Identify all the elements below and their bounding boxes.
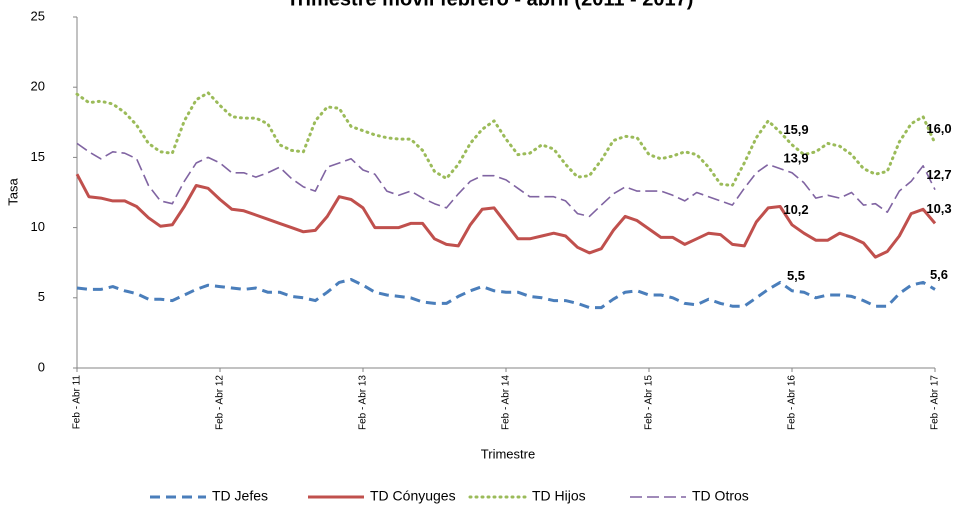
data-label: 12,7 (926, 167, 951, 182)
legend-label: TD Hijos (532, 488, 586, 504)
legend-label: TD Jefes (212, 488, 268, 504)
series-line (76, 142, 936, 218)
data-label: 13,9 (783, 150, 808, 165)
x-axis-title: Trimestre (481, 446, 535, 461)
chart-title: Trimestre móvil febrero - abril (2011 - … (287, 0, 694, 10)
y-tick-label: 20 (31, 79, 45, 94)
x-tick-label: Feb - Abr 12 (215, 375, 226, 430)
y-tick-label: 10 (31, 219, 45, 234)
data-label: 16,0 (926, 121, 951, 136)
y-axis-title: Tasa (5, 178, 20, 206)
series-line (75, 173, 937, 259)
data-label: 10,3 (926, 201, 951, 216)
series-line (75, 91, 937, 187)
data-label: 10,2 (783, 202, 808, 217)
y-tick-label: 25 (31, 8, 45, 23)
legend-label: TD Cónyuges (370, 488, 456, 504)
x-tick-label: Feb - Abr 15 (644, 375, 655, 430)
x-tick-label: Feb - Abr 11 (72, 375, 83, 430)
y-tick-label: 15 (31, 149, 45, 164)
y-tick-label: 5 (38, 289, 45, 304)
data-label: 5,5 (787, 268, 805, 283)
data-label: 15,9 (783, 122, 808, 137)
x-tick-label: Feb - Abr 13 (358, 375, 369, 430)
x-tick-label: Feb - Abr 17 (930, 375, 941, 430)
x-tick-label: Feb - Abr 16 (787, 375, 798, 430)
data-label: 5,6 (930, 267, 948, 282)
y-tick-label: 0 (38, 359, 45, 374)
x-tick-label: Feb - Abr 14 (501, 375, 512, 430)
legend-label: TD Otros (692, 488, 749, 504)
series-line (76, 278, 936, 310)
